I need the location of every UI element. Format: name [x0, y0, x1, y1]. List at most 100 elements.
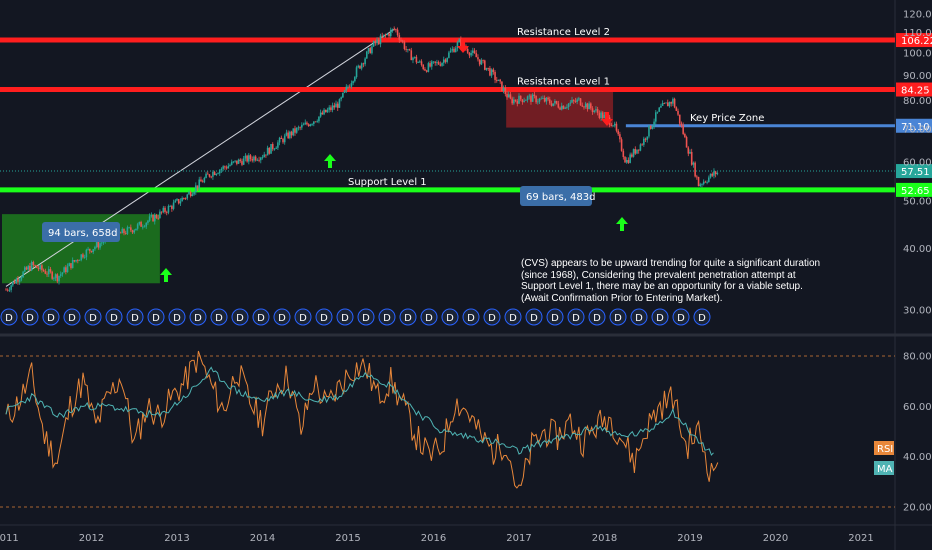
candle-body [502, 87, 505, 92]
candle-body [261, 157, 264, 159]
arrow-up-icon [324, 154, 336, 168]
dividend-marker [462, 308, 480, 326]
candle-body [347, 86, 349, 88]
candle-body [22, 271, 24, 278]
candle-body [242, 158, 245, 165]
candle-body [123, 228, 125, 234]
candle-body [237, 159, 240, 164]
price-tick-label: 30.00 [903, 306, 932, 317]
candle-body [427, 63, 430, 72]
dividend-marker [315, 308, 333, 326]
candle-body [415, 56, 418, 63]
candle-body [153, 214, 156, 222]
price-tick-label: 50.00 [903, 196, 932, 207]
candle-body [620, 139, 623, 151]
candle-body [619, 134, 621, 140]
candle-body [506, 93, 508, 98]
candle-body [102, 241, 105, 243]
candle-body [47, 269, 50, 275]
rsi-tick-label: 20.00 [903, 503, 932, 514]
candle-body [548, 99, 551, 104]
candle-body [514, 99, 517, 101]
candle-body [634, 149, 637, 154]
candle-body [429, 63, 431, 67]
candle-body [306, 122, 308, 125]
candle-body [234, 160, 236, 162]
candle-body [29, 266, 31, 271]
candle-body [307, 124, 310, 127]
rsi-line [5, 350, 719, 489]
candle-body [34, 265, 36, 266]
candle-body [550, 103, 553, 106]
candle-body [83, 257, 86, 258]
dividend-marker [693, 308, 711, 326]
price-tick-label: 40.00 [903, 244, 932, 255]
candle-body [603, 114, 606, 119]
price-tick-label: 60.00 [903, 158, 932, 169]
candle-body [171, 206, 173, 209]
dividend-marker-label: D [551, 313, 559, 324]
candle-body [405, 49, 407, 50]
dividend-marker [231, 308, 249, 326]
candle-body [203, 177, 206, 183]
candle-body [174, 200, 177, 203]
candle-body [442, 59, 445, 63]
candle-body [708, 177, 710, 182]
dividend-marker [420, 308, 438, 326]
candle-body [466, 48, 469, 53]
rsi-ma-line [5, 366, 714, 456]
candle-body [319, 112, 322, 117]
candle-body [239, 159, 242, 162]
level-label: Key Price Zone [690, 113, 764, 124]
price-tick-label: 100.00 [903, 48, 932, 59]
range-label: 69 bars, 483d [526, 192, 596, 203]
candle-body [446, 57, 448, 62]
level-label: Support Level 1 [348, 177, 427, 188]
candle-body [268, 147, 271, 154]
candle-body [94, 246, 96, 250]
candle-body [218, 169, 221, 174]
candle-body [555, 101, 558, 104]
candle-body [704, 181, 707, 183]
candle-body [519, 95, 522, 100]
price-tick-label: 120.00 [903, 10, 932, 21]
candle-body [18, 279, 21, 282]
candle-body [521, 99, 524, 103]
candle-body [480, 60, 483, 65]
level-label: Resistance Level 2 [517, 27, 610, 38]
price-tag-bg [896, 33, 932, 48]
candle-body [403, 41, 406, 50]
candle-body [213, 171, 216, 175]
dividend-marker-label: D [530, 313, 538, 324]
candle-body [338, 99, 341, 108]
price-tick-label: 80.00 [903, 96, 932, 107]
candle-body [598, 112, 601, 118]
candle-body [663, 103, 666, 104]
candle-body [328, 107, 330, 110]
candle-body [287, 132, 289, 139]
candle-body [547, 97, 549, 100]
candle-body [497, 79, 500, 81]
candle-body [152, 214, 154, 222]
candle-body [283, 135, 286, 143]
candle-body [78, 260, 81, 261]
candle-body [494, 71, 496, 80]
candle-body [330, 107, 332, 110]
candle-body [58, 275, 60, 282]
candle-body [278, 137, 281, 143]
time-tick-label: 2019 [677, 533, 702, 544]
candle-body [584, 103, 587, 108]
dividend-marker [336, 308, 354, 326]
rsi-legend-tag: RSI [877, 444, 893, 455]
dividend-marker-label: D [341, 313, 349, 324]
candle-body [42, 269, 45, 272]
dividend-marker-label: D [152, 313, 160, 324]
rsi-tick-label: 40.00 [903, 452, 932, 463]
candle-body [473, 50, 476, 54]
candle-body [53, 277, 55, 279]
candle-body [301, 124, 303, 128]
candle-body [172, 202, 175, 209]
time-tick-label: 2018 [592, 533, 617, 544]
candle-body [348, 86, 351, 88]
candle-body [177, 199, 180, 204]
